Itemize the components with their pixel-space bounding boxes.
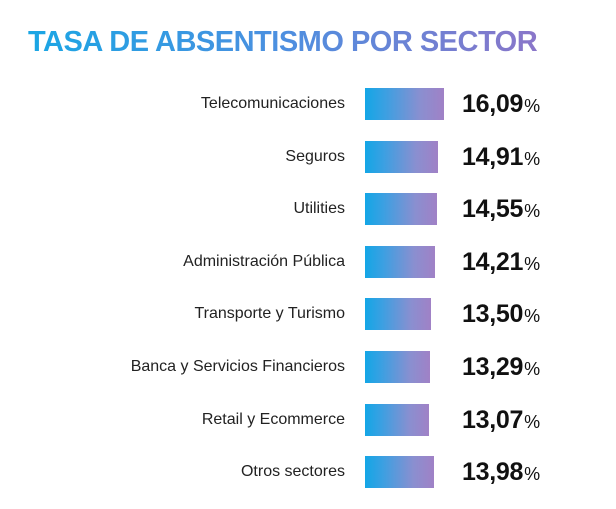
bar [365, 193, 437, 226]
value-label: 13,98% [462, 458, 540, 490]
category-label: Transporte y Turismo [194, 305, 345, 323]
value-label: 13,07% [462, 406, 540, 438]
percent-sign: % [524, 411, 541, 432]
category-label: Utilities [293, 200, 345, 218]
percent-sign: % [524, 148, 541, 169]
percent-sign: % [524, 464, 541, 485]
bar [365, 140, 439, 173]
bar [365, 351, 431, 383]
category-label: Banca y Servicios Financieros [130, 358, 345, 375]
value-label: 16,09% [462, 90, 540, 122]
bar [365, 88, 444, 120]
category-label: Administración Pública [183, 252, 345, 270]
value-number: 13,07 [462, 405, 524, 434]
bar [365, 456, 434, 489]
percent-sign: % [524, 306, 541, 327]
value-label: 14,91% [462, 143, 540, 175]
percent-sign: % [524, 96, 541, 116]
percent-sign: % [524, 359, 541, 379]
value-number: 13,29 [462, 353, 524, 381]
category-label: Telecomunicaciones [200, 95, 345, 112]
value-number: 14,91 [462, 142, 524, 171]
bar [365, 298, 432, 331]
value-label: 14,21% [462, 248, 540, 280]
value-number: 13,50 [462, 300, 524, 329]
value-number: 16,09 [462, 90, 524, 118]
value-number: 14,55 [462, 195, 524, 224]
percent-sign: % [524, 201, 541, 222]
category-label: Seguros [285, 147, 345, 165]
bar [365, 245, 435, 278]
value-number: 13,98 [462, 458, 524, 487]
value-label: 13,29% [462, 353, 540, 385]
chart-title: TASA DE ABSENTISMO POR SECTOR [28, 26, 538, 58]
value-label: 14,55% [462, 195, 540, 227]
category-label: Retail y Ecommerce [201, 410, 345, 428]
percent-sign: % [524, 253, 541, 274]
bar [365, 403, 430, 436]
value-number: 14,21 [462, 247, 524, 276]
category-label: Otros sectores [240, 463, 345, 481]
value-label: 13,50% [462, 300, 540, 332]
